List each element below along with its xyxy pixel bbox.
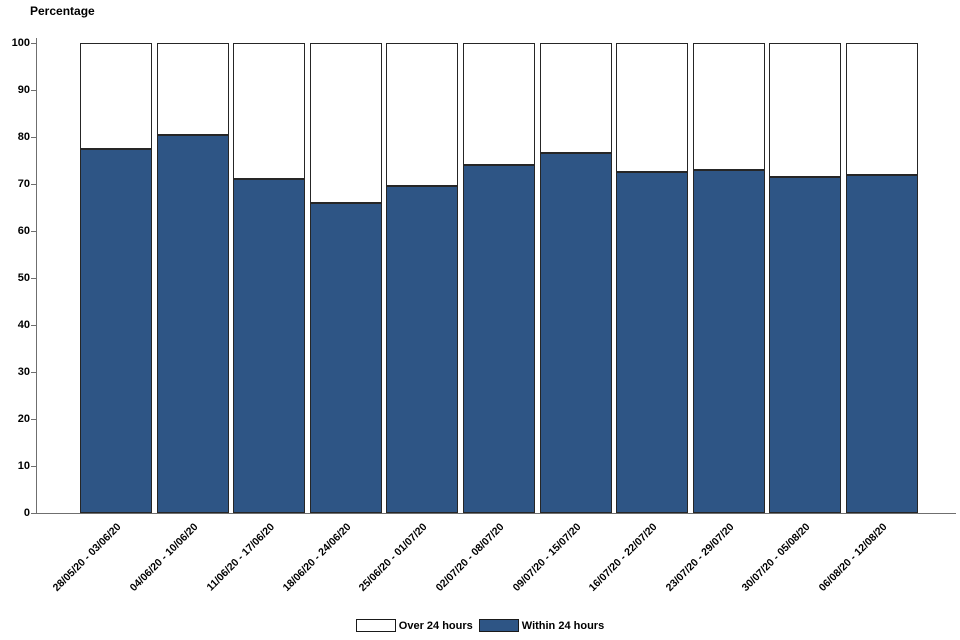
bar-segment-over-24-hours [692,43,765,170]
bar-segment-over-24-hours [846,43,918,175]
x-axis-label: 04/06/20 - 10/06/20 [127,521,201,594]
bar-1 [80,38,152,513]
bar-11 [846,38,918,513]
y-tick-label: 10 [17,460,30,472]
x-axis-label: 16/07/20 - 22/07/20 [586,521,660,594]
bar-segment-within-24-hours [80,148,152,513]
x-axis-label: 09/07/20 - 15/07/20 [510,521,584,594]
x-axis-label: 23/07/20 - 29/07/20 [663,521,737,594]
bar-4 [309,38,382,513]
x-axis-label: 28/05/20 - 03/06/20 [50,521,124,594]
x-axis-label: 11/06/20 - 17/06/20 [204,521,277,594]
y-tick-label: 80 [17,131,30,143]
y-tick-label: 20 [17,413,30,425]
y-tick-label: 30 [17,366,30,378]
y-tick-label: 70 [17,178,30,190]
bar-8 [616,38,689,513]
y-tick-label: 90 [17,84,30,96]
x-axis-label: 25/06/20 - 01/07/20 [357,521,430,594]
bar-segment-over-24-hours [463,43,535,166]
bar-segment-within-24-hours [616,172,689,513]
y-tick-label: 100 [11,37,30,49]
bar-segment-within-24-hours [463,165,535,513]
x-axis-label: 02/07/20 - 08/07/20 [433,521,507,594]
bar-5 [386,38,459,513]
y-tick-label: 0 [23,507,30,519]
bar-segment-over-24-hours [80,43,152,149]
plot-area [36,38,956,514]
bar-segment-over-24-hours [769,43,842,177]
y-tick-label: 40 [17,319,30,331]
bar-segment-over-24-hours [156,43,229,135]
bar-segment-within-24-hours [386,186,459,513]
y-tick-label: 50 [17,272,30,284]
bar-2 [156,38,229,513]
bar-segment-within-24-hours [769,176,842,513]
bar-7 [539,38,612,513]
legend-item: Within 24 hours [478,619,605,632]
bar-segment-within-24-hours [846,174,918,513]
bar-segment-over-24-hours [616,43,689,173]
bar-segment-within-24-hours [156,134,229,513]
bar-6 [463,38,535,513]
bar-segment-over-24-hours [233,43,306,180]
x-axis-label: 18/06/20 - 24/06/20 [280,521,354,594]
legend-label: Within 24 hours [521,619,605,632]
bar-segment-over-24-hours [309,43,382,203]
x-axis-label: 30/07/20 - 05/08/20 [740,521,813,594]
y-tick-label: 60 [17,225,30,237]
x-axis-label: 06/08/20 - 12/08/20 [816,521,890,594]
legend: Over 24 hours Within 24 hours [0,619,960,632]
legend-label: Over 24 hours [398,619,473,632]
y-axis-title: Percentage [30,4,95,18]
bar-segment-within-24-hours [539,153,612,513]
bar-segment-within-24-hours [233,179,306,513]
legend-item: Over 24 hours [355,619,473,632]
bar-segment-within-24-hours [692,169,765,513]
bar-3 [233,38,306,513]
bar-segment-over-24-hours [386,43,459,187]
bar-9 [692,38,765,513]
legend-swatch [355,619,396,632]
bar-10 [769,38,842,513]
bar-segment-over-24-hours [539,43,612,154]
bar-segment-within-24-hours [309,202,382,513]
legend-swatch [478,619,519,632]
